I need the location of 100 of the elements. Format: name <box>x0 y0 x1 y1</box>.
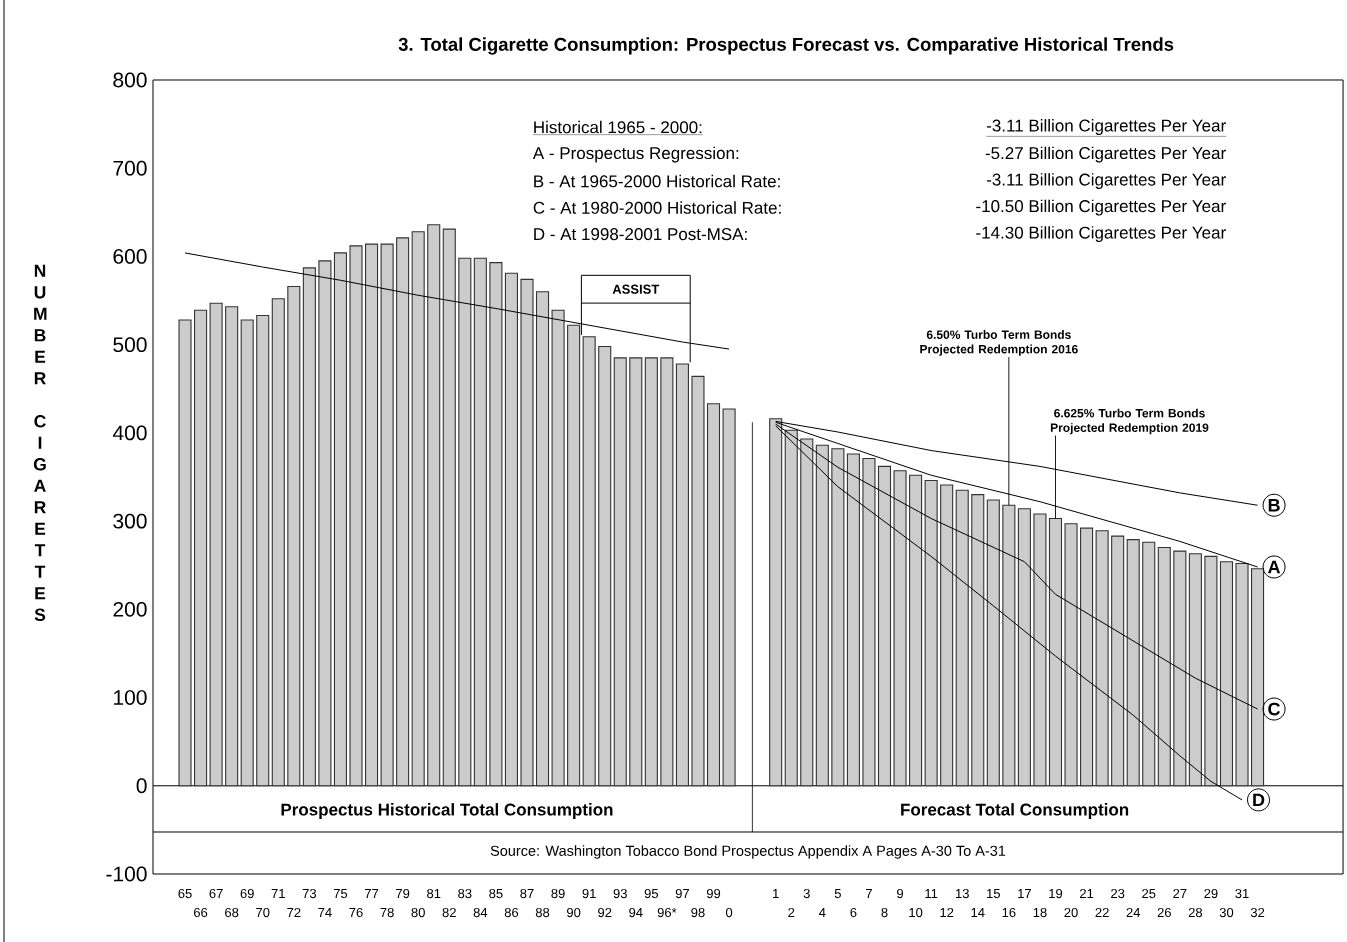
bar <box>1219 561 1234 787</box>
bar <box>893 470 907 787</box>
bar <box>473 257 487 787</box>
annotation: -10.50 Billion Cigarettes Per Year <box>976 199 1226 216</box>
x-tick-label: 12 <box>940 907 954 917</box>
annotation: B - At 1965-2000 Historical Rate: <box>534 174 780 188</box>
legend-label: D <box>1253 793 1265 807</box>
x-tick-label: 71 <box>271 889 285 898</box>
x-tick-label: 75 <box>333 889 348 899</box>
bar <box>194 309 208 787</box>
x-tick-label: 20 <box>1064 907 1078 918</box>
bar <box>365 243 379 787</box>
y-tick-label: 200 <box>113 601 147 617</box>
bar <box>1126 539 1140 787</box>
bar <box>349 245 363 787</box>
bar <box>1157 547 1171 787</box>
bar <box>551 309 565 787</box>
annotation: 6.50% Turbo Term Bonds Projected Redemption 2016 <box>920 330 1078 356</box>
x-tick-label: 84 <box>473 907 488 918</box>
bar <box>287 285 301 787</box>
bar <box>722 408 736 787</box>
x-tick-label: 83 <box>458 888 472 899</box>
bar <box>1235 562 1249 787</box>
bar <box>629 357 643 787</box>
bar <box>644 357 658 787</box>
bar <box>411 231 425 787</box>
x-tick-label: 78 <box>380 907 394 918</box>
x-tick-label: 86 <box>504 907 519 918</box>
bar <box>986 499 1000 787</box>
bar <box>1002 504 1016 787</box>
annotation: 6.625% Turbo Term Bonds Projected Redemption 2019 <box>1050 408 1209 435</box>
x-tick-label: 15 <box>987 889 1000 899</box>
x-tick-label: 85 <box>489 888 503 899</box>
bar <box>333 252 348 787</box>
x-tick-label: 21 <box>1080 888 1094 898</box>
x-tick-label: 3 <box>803 888 810 899</box>
x-tick-label: 0 <box>725 907 733 918</box>
bar <box>380 243 394 787</box>
annotation: -3.11 Billion Cigarettes Per Year <box>986 119 1226 135</box>
x-tick-label: 9 <box>897 888 904 899</box>
bar <box>862 457 876 787</box>
annotation: Source: Washington Tobacco Bond Prospectus Appendix A Pages A-30 To A-31 <box>490 845 1006 859</box>
x-tick-label: 7 <box>866 889 872 898</box>
x-tick-label: 24 <box>1126 907 1141 917</box>
x-tick-label: 29 <box>1204 888 1218 899</box>
chart-title: 3. Total Cigarette Consumption: Prospectus Forecast vs. Comparative Historical Trends <box>398 37 1174 55</box>
bar <box>971 494 985 787</box>
x-tick-label: 81 <box>427 888 441 899</box>
bar <box>940 484 954 787</box>
bar <box>955 489 969 787</box>
bar <box>1188 553 1202 787</box>
bar <box>1033 513 1047 787</box>
annotation: Forecast Total Consumption <box>901 803 1129 819</box>
x-tick-label: 2 <box>788 907 795 917</box>
bar <box>800 438 814 787</box>
bar <box>427 224 441 787</box>
x-tick-label: 30 <box>1219 907 1234 918</box>
x-tick-label: 90 <box>567 907 581 918</box>
bar <box>1111 535 1125 787</box>
x-tick-label: 66 <box>193 907 208 918</box>
legend-label: C <box>1268 702 1281 716</box>
bar <box>1251 568 1265 787</box>
x-tick-label: 69 <box>240 888 254 899</box>
x-tick-label: 89 <box>551 888 565 899</box>
x-tick-label: 1 <box>773 889 779 898</box>
x-tick-label: 18 <box>1033 907 1047 918</box>
bar <box>598 345 612 787</box>
legend-label: A <box>1268 560 1281 574</box>
x-tick-label: 96* <box>657 907 677 918</box>
x-tick-label: 14 <box>971 908 985 917</box>
bar <box>567 324 581 787</box>
x-tick-label: 31 <box>1235 888 1249 899</box>
bar <box>209 302 223 787</box>
bar <box>225 306 239 787</box>
x-tick-label: 23 <box>1111 888 1125 899</box>
x-tick-label: 26 <box>1157 907 1171 918</box>
x-tick-label: 87 <box>520 888 534 899</box>
bar <box>1017 508 1031 787</box>
bar <box>1142 541 1156 787</box>
x-tick-label: 70 <box>256 907 270 918</box>
y-tick-label: 100 <box>114 690 147 705</box>
x-tick-label: 94 <box>629 907 643 918</box>
x-tick-label: 11 <box>925 889 938 898</box>
bar <box>504 272 518 787</box>
x-tick-label: 25 <box>1142 888 1156 899</box>
y-tick-label: 500 <box>113 337 147 353</box>
bar <box>1048 517 1063 787</box>
x-tick-label: 79 <box>396 888 410 899</box>
x-tick-label: 73 <box>302 888 317 899</box>
x-tick-label: 28 <box>1188 907 1203 918</box>
y-tick-label: 0 <box>136 778 147 794</box>
y-tick-label: 300 <box>113 513 147 529</box>
x-tick-label: 4 <box>819 908 826 917</box>
legend-label: B <box>1268 499 1280 512</box>
x-tick-label: 72 <box>287 907 301 917</box>
bar <box>1095 530 1109 787</box>
x-tick-label: 93 <box>613 888 627 899</box>
bar <box>909 474 923 787</box>
x-tick-label: 22 <box>1095 907 1109 917</box>
x-tick-label: 32 <box>1250 907 1265 918</box>
